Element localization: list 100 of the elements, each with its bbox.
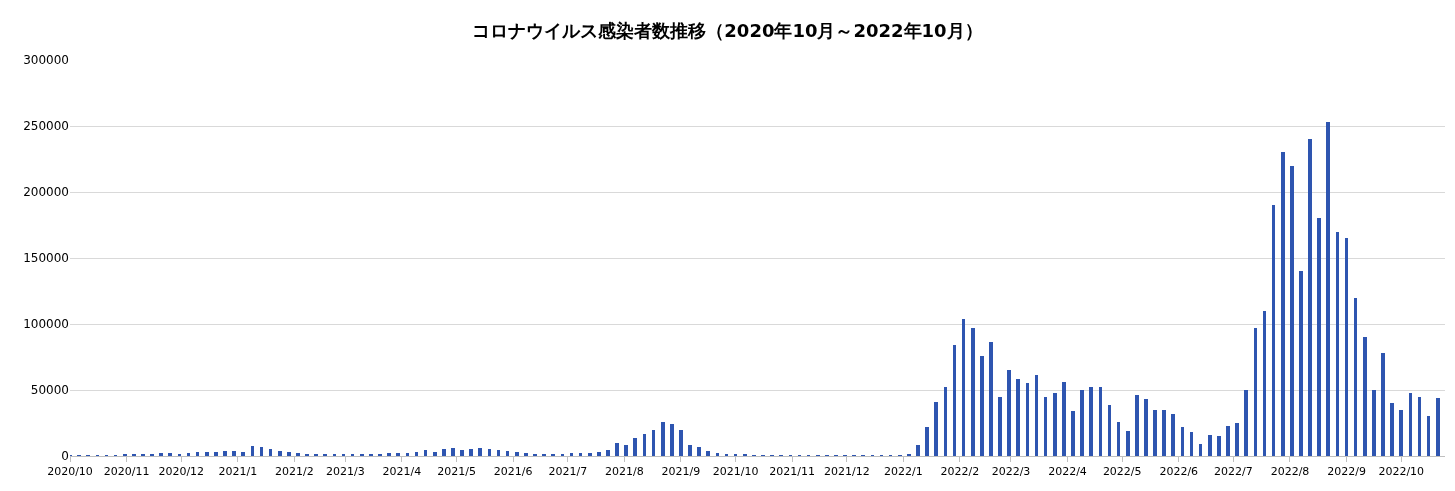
y-tick-label: 0 [61, 449, 69, 464]
bar [1135, 395, 1139, 456]
bar [1062, 382, 1066, 456]
bar [1409, 393, 1412, 456]
x-tick-label: 2021/3 [326, 465, 365, 479]
x-tick-label: 2022/4 [1048, 465, 1087, 479]
bar [1308, 139, 1312, 456]
bar [187, 453, 190, 456]
bar [406, 453, 409, 456]
bar [1190, 432, 1193, 456]
bar [159, 453, 163, 456]
y-tick-label: 150000 [23, 251, 69, 266]
bar [1162, 410, 1166, 456]
bar [1217, 436, 1221, 456]
bar [944, 387, 947, 456]
bar [1345, 238, 1348, 456]
x-tick-label: 2022/3 [991, 465, 1031, 479]
x-tick-label: 2021/5 [437, 465, 476, 479]
bar [488, 449, 491, 456]
bar [1044, 397, 1047, 456]
bar [1336, 232, 1339, 456]
bar [1235, 423, 1239, 456]
bar [1244, 390, 1248, 456]
x-tick-label: 2022/9 [1327, 465, 1366, 479]
bar [652, 430, 655, 456]
bar [241, 452, 245, 456]
bar [588, 453, 592, 456]
x-tick-label: 2021/1 [218, 465, 258, 479]
bar [624, 445, 628, 456]
bar [214, 452, 218, 456]
x-tick-label: 2022/10 [1378, 465, 1425, 479]
bar [998, 397, 1002, 456]
bar [1144, 399, 1148, 456]
bar [515, 452, 519, 456]
bar [460, 450, 464, 456]
bar [232, 451, 236, 456]
bar [451, 448, 455, 456]
bar [597, 452, 601, 456]
bar [661, 422, 665, 456]
bar [606, 450, 610, 456]
bar [643, 434, 646, 456]
bar [615, 443, 619, 456]
x-tick-label: 2020/10 [47, 465, 93, 479]
bar [168, 453, 172, 456]
x-tick-label: 2021/4 [382, 465, 422, 479]
bar [433, 452, 437, 456]
bar [953, 345, 956, 456]
bar [688, 445, 692, 456]
bar [260, 447, 263, 456]
x-tick-label: 2021/12 [824, 465, 870, 479]
y-tick-label: 50000 [30, 383, 69, 398]
bar [579, 453, 582, 456]
bar [1016, 379, 1020, 456]
bar [1053, 393, 1057, 456]
bar [269, 449, 272, 456]
x-tick-label: 2021/2 [274, 465, 314, 479]
bar [670, 424, 674, 456]
bar [1281, 152, 1285, 456]
bar [971, 328, 975, 456]
bar [296, 453, 300, 456]
bar [1254, 328, 1257, 456]
bar [251, 446, 254, 456]
bar [1372, 390, 1376, 456]
bar [1199, 444, 1202, 456]
bar [1071, 411, 1075, 456]
bar [278, 451, 282, 456]
bar [223, 451, 227, 456]
bar [1035, 375, 1038, 456]
bar [679, 430, 683, 456]
bar [925, 427, 929, 456]
x-tick-label: 2022/6 [1159, 465, 1199, 479]
x-tick-label: 2020/12 [158, 465, 205, 479]
y-tick-label: 300000 [23, 53, 69, 68]
x-tick-label: 2021/6 [493, 465, 533, 479]
x-tick-label: 2021/7 [548, 465, 588, 479]
bar [1080, 390, 1084, 456]
bar [980, 356, 984, 456]
bar [570, 453, 573, 456]
bar [697, 447, 701, 456]
bar [1390, 403, 1394, 456]
bar [1272, 205, 1275, 456]
y-tick-label: 100000 [23, 317, 69, 332]
bar [478, 448, 482, 456]
bar [989, 342, 993, 456]
bar [1418, 397, 1421, 456]
bar [1399, 410, 1403, 456]
bar [962, 319, 965, 456]
bar [205, 452, 209, 456]
bar [196, 452, 199, 456]
bar [716, 453, 719, 456]
bar [1363, 337, 1367, 456]
bar [916, 445, 920, 456]
bar [1354, 298, 1357, 456]
bar [469, 449, 473, 456]
bar [1326, 122, 1330, 456]
bar [396, 453, 400, 456]
bar [1381, 353, 1385, 456]
bar [415, 452, 418, 456]
y-tick-label: 200000 [23, 185, 69, 200]
bar [1089, 387, 1093, 456]
